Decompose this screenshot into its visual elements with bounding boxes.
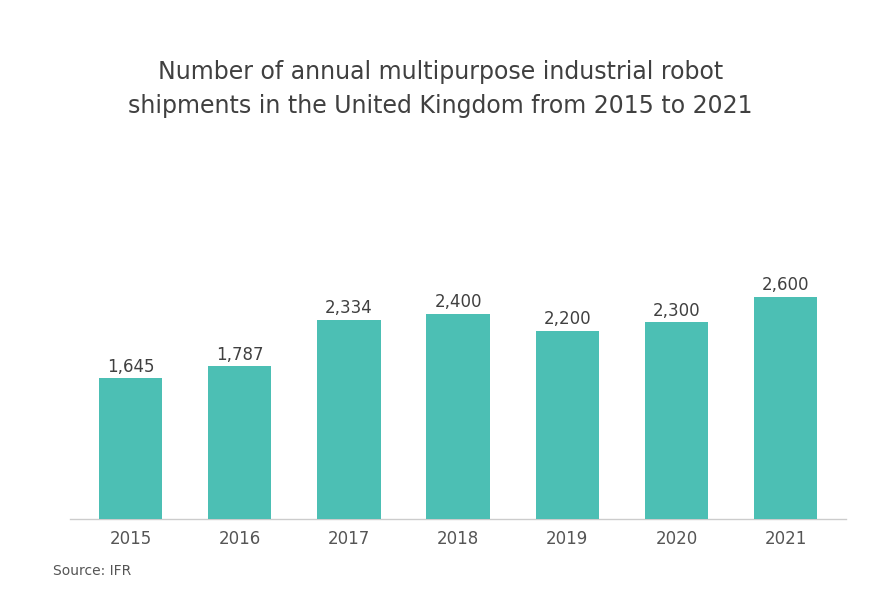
Bar	[645, 322, 708, 519]
Text: 2,334: 2,334	[325, 299, 373, 317]
Text: 2,600: 2,600	[762, 276, 810, 294]
Bar	[99, 378, 162, 519]
Bar	[208, 366, 271, 519]
Text: 2,300: 2,300	[653, 302, 700, 320]
Text: 2,400: 2,400	[434, 293, 482, 312]
Bar	[536, 331, 599, 519]
Bar	[426, 314, 490, 519]
Text: 2,200: 2,200	[544, 310, 591, 329]
Text: 1,787: 1,787	[216, 346, 263, 364]
Bar	[317, 320, 381, 519]
Bar	[754, 297, 818, 519]
Text: 1,645: 1,645	[107, 358, 154, 376]
Text: Number of annual multipurpose industrial robot
shipments in the United Kingdom f: Number of annual multipurpose industrial…	[129, 61, 752, 118]
Text: Source: IFR: Source: IFR	[53, 564, 131, 578]
